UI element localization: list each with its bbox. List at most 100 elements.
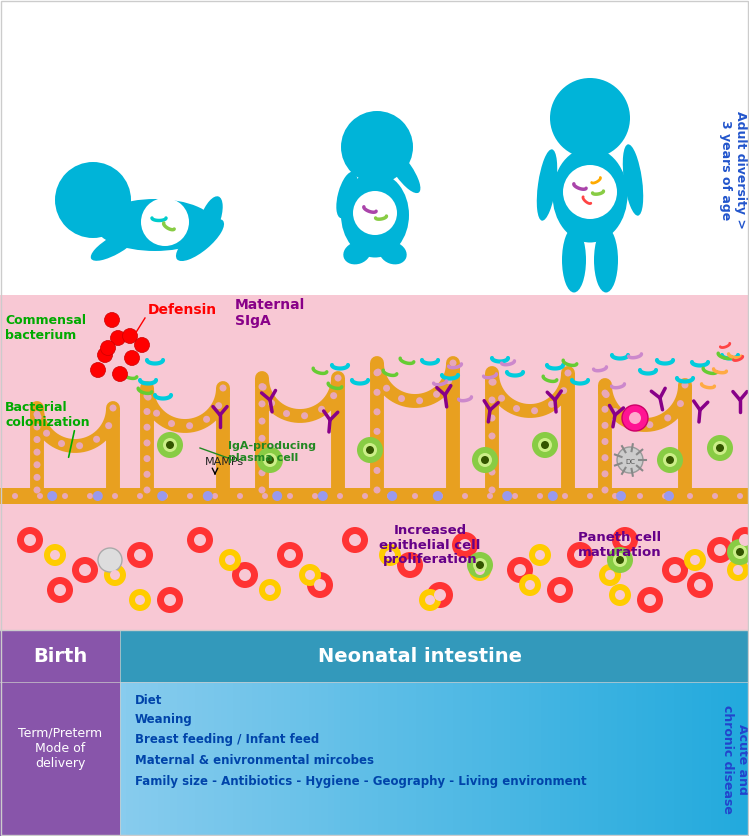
Circle shape [362, 493, 368, 499]
Text: Term/Preterm
Mode of
delivery: Term/Preterm Mode of delivery [18, 726, 102, 769]
Circle shape [425, 595, 435, 605]
FancyBboxPatch shape [0, 0, 749, 300]
Circle shape [374, 428, 380, 435]
Circle shape [657, 447, 683, 473]
Circle shape [616, 556, 624, 564]
Circle shape [127, 542, 153, 568]
Circle shape [277, 542, 303, 568]
Circle shape [613, 553, 627, 567]
Circle shape [433, 390, 440, 398]
Circle shape [601, 454, 608, 461]
Circle shape [473, 558, 487, 572]
Circle shape [144, 440, 151, 446]
Circle shape [532, 432, 558, 458]
Circle shape [374, 389, 380, 395]
Circle shape [186, 422, 193, 429]
FancyBboxPatch shape [0, 682, 120, 836]
Circle shape [541, 441, 549, 449]
Circle shape [733, 545, 747, 559]
Circle shape [187, 527, 213, 553]
Circle shape [677, 400, 684, 407]
Circle shape [574, 549, 586, 561]
Circle shape [666, 456, 674, 464]
Text: Weaning: Weaning [135, 713, 192, 726]
Circle shape [562, 493, 568, 499]
Circle shape [54, 584, 66, 596]
Circle shape [563, 165, 617, 219]
Circle shape [144, 471, 151, 478]
Circle shape [87, 493, 93, 499]
FancyBboxPatch shape [0, 615, 749, 630]
Circle shape [502, 491, 512, 501]
Circle shape [203, 415, 210, 423]
Circle shape [258, 417, 265, 425]
Circle shape [713, 441, 727, 455]
Circle shape [134, 549, 146, 561]
Circle shape [538, 438, 552, 452]
Circle shape [219, 385, 226, 391]
Circle shape [112, 493, 118, 499]
Circle shape [34, 487, 40, 493]
Circle shape [387, 491, 397, 501]
Ellipse shape [341, 172, 409, 257]
Circle shape [144, 455, 151, 462]
Text: Adult diversity >
3 years of age: Adult diversity > 3 years of age [719, 111, 747, 229]
Text: Maternal & enivronmental mircobes: Maternal & enivronmental mircobes [135, 753, 374, 767]
Circle shape [612, 527, 638, 553]
Circle shape [682, 381, 688, 389]
Circle shape [330, 392, 337, 399]
Text: Family size - Antibiotics - Hygiene - Geography - Living environment: Family size - Antibiotics - Hygiene - Ge… [135, 776, 586, 788]
Ellipse shape [95, 199, 215, 251]
Circle shape [469, 559, 491, 581]
Circle shape [299, 564, 321, 586]
Circle shape [258, 383, 265, 390]
Circle shape [498, 395, 505, 402]
Circle shape [690, 555, 700, 565]
Ellipse shape [197, 196, 222, 244]
Circle shape [307, 572, 333, 598]
Text: MAMPs: MAMPs [205, 457, 244, 467]
Circle shape [427, 582, 453, 608]
Circle shape [91, 363, 106, 378]
Circle shape [72, 557, 98, 583]
Circle shape [507, 557, 533, 583]
Circle shape [462, 493, 468, 499]
Circle shape [605, 570, 615, 580]
Ellipse shape [537, 150, 557, 221]
Circle shape [98, 548, 122, 572]
Circle shape [525, 580, 535, 590]
Circle shape [12, 493, 18, 499]
Circle shape [203, 491, 213, 501]
Circle shape [739, 534, 749, 546]
Circle shape [24, 534, 36, 546]
Circle shape [615, 590, 625, 600]
Circle shape [129, 589, 151, 611]
Circle shape [135, 338, 150, 353]
Circle shape [684, 549, 706, 571]
Circle shape [616, 491, 626, 501]
Circle shape [622, 405, 648, 431]
Ellipse shape [379, 242, 407, 264]
Circle shape [109, 405, 117, 411]
Circle shape [587, 493, 593, 499]
Circle shape [62, 493, 68, 499]
Circle shape [383, 385, 390, 392]
Circle shape [163, 438, 177, 452]
FancyBboxPatch shape [0, 488, 749, 504]
Circle shape [490, 379, 497, 385]
Circle shape [662, 557, 688, 583]
Circle shape [283, 410, 290, 417]
Circle shape [239, 569, 251, 581]
Polygon shape [262, 378, 338, 490]
Circle shape [168, 420, 175, 427]
Circle shape [341, 111, 413, 183]
Circle shape [157, 587, 183, 613]
Circle shape [601, 487, 608, 493]
Circle shape [58, 440, 65, 447]
Polygon shape [377, 363, 453, 490]
Text: Diet: Diet [135, 694, 163, 706]
Circle shape [144, 424, 151, 431]
Circle shape [404, 559, 416, 571]
Circle shape [459, 539, 471, 551]
Circle shape [619, 534, 631, 546]
